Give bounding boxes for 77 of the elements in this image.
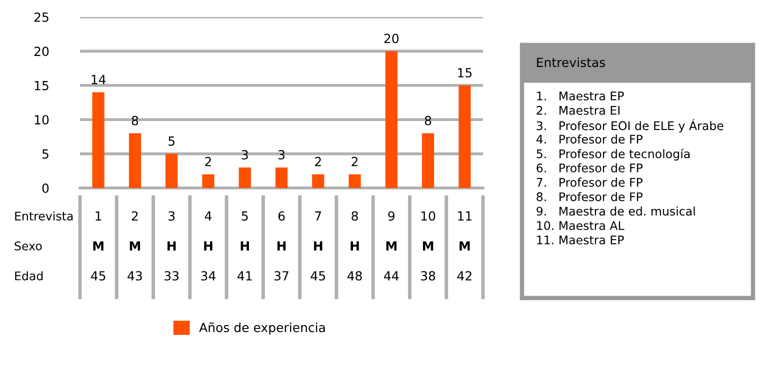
x-tick-label: 1 <box>96 211 102 221</box>
text: H <box>350 241 359 250</box>
data-label: 8 <box>424 116 432 126</box>
text: 9. Maestra de ed. musical <box>536 206 695 216</box>
text: H <box>314 241 322 250</box>
data-label: 8 <box>132 116 138 126</box>
bar <box>202 174 214 188</box>
data-label: 14 <box>92 74 106 84</box>
bar <box>166 154 178 188</box>
data-label: 2 <box>352 156 358 166</box>
x-tick-label: 8 <box>352 211 358 221</box>
data-label: 5 <box>168 136 174 146</box>
y-tick-label: 15 <box>34 81 48 90</box>
x-tick-label: 5 <box>242 211 248 221</box>
y-tick-label: 5 <box>42 149 48 159</box>
data-label: 20 <box>384 34 399 44</box>
text: 33 <box>164 271 179 281</box>
text: 43 <box>128 271 142 281</box>
text: 44 <box>384 271 399 280</box>
x-tick-label: 2 <box>132 211 138 221</box>
data-label: 15 <box>458 68 472 78</box>
y-tick-label: 10 <box>34 115 49 125</box>
legend-label: Años de experiencia <box>199 322 325 335</box>
text: Entrevista <box>15 211 73 220</box>
x-tick-label: 4 <box>204 211 212 221</box>
bar <box>275 167 288 188</box>
x-tick-label: 6 <box>278 211 285 221</box>
text: Sexo <box>14 241 42 250</box>
text: H <box>277 241 286 250</box>
text: 11. Maestra EP <box>537 236 624 244</box>
text: M <box>93 241 104 250</box>
text: 4. Profesor de FP <box>536 134 643 144</box>
bar <box>128 133 141 188</box>
data-label: 3 <box>242 150 248 160</box>
text: 10. Maestra AL <box>537 221 624 230</box>
x-tick-label: 3 <box>168 211 175 221</box>
text: 48 <box>347 271 362 281</box>
text: 38 <box>421 271 436 281</box>
text: M <box>130 241 140 250</box>
bar <box>422 133 434 188</box>
text: Edad <box>15 271 43 280</box>
text: M <box>422 241 434 250</box>
data-label: 2 <box>315 156 321 166</box>
bar <box>348 174 361 188</box>
x-tick-label: 9 <box>388 211 395 221</box>
data-label: 3 <box>278 150 284 160</box>
x-tick-label: 11 <box>458 211 472 221</box>
x-tick-label: 7 <box>315 211 322 221</box>
text: 37 <box>274 271 288 281</box>
text: 34 <box>201 271 216 281</box>
bar <box>385 51 398 188</box>
data-label: 2 <box>205 156 211 166</box>
text: 5. Profesor de tecnología <box>536 148 690 161</box>
bar <box>92 92 104 188</box>
text: 3. Profesor EOI de ELE y Árabe <box>536 119 724 132</box>
text: M <box>460 241 470 250</box>
text: 6. Profesor de FP <box>536 163 643 172</box>
y-tick-label: 25 <box>34 12 48 22</box>
text: 42 <box>457 271 472 280</box>
text: 45 <box>310 271 325 281</box>
text: M <box>386 241 396 250</box>
x-tick-label: 10 <box>421 211 436 221</box>
text: H <box>240 241 249 250</box>
text: Entrevistas <box>537 57 605 68</box>
y-tick-label: 0 <box>42 183 49 193</box>
y-tick-label: 20 <box>34 46 49 56</box>
text: 7. Profesor de FP <box>536 178 643 187</box>
text: H <box>168 241 176 250</box>
text: 8. Profesor de FP <box>536 192 643 202</box>
text: 45 <box>90 271 106 281</box>
bar <box>238 167 251 188</box>
bar <box>458 85 471 188</box>
bar <box>312 174 324 188</box>
text: 1. Maestra EP <box>537 92 624 100</box>
text: H <box>204 241 212 250</box>
text: 2. Maestra EI <box>536 106 620 115</box>
text: 41 <box>238 271 252 280</box>
